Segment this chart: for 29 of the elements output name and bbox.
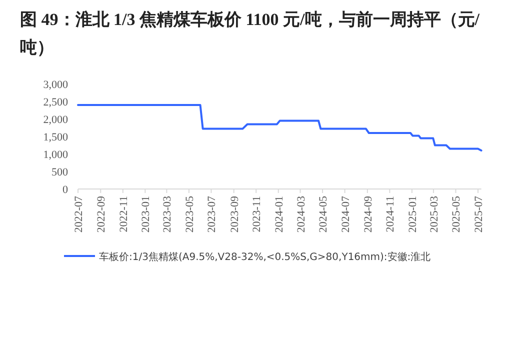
x-tick-label: 2024-05 (318, 196, 330, 233)
x-tick-label: 2025-07 (473, 196, 485, 233)
x-tick-label: 2024-11 (384, 196, 397, 232)
y-tick-label: 1,500 (43, 132, 68, 144)
x-tick-label: 2023-05 (184, 196, 196, 233)
y-tick-label: 2,000 (43, 114, 68, 126)
legend-label: 车板价:1/3焦精煤(A9.5%,V28-32%,<0.5%S,G>80,Y16mm):安徽:淮北 (99, 251, 431, 263)
x-tick-label: 2022-09 (96, 196, 108, 233)
y-tick-label: 1,000 (43, 149, 68, 161)
x-tick-label: 2022-07 (73, 196, 85, 233)
y-tick-label: 500 (52, 166, 68, 178)
x-tick-label: 2025-03 (428, 196, 440, 233)
y-tick-label: 0 (62, 184, 68, 196)
line-series (77, 104, 482, 152)
x-tick-label: 2023-11 (251, 196, 264, 232)
x-tick-label: 2025-01 (406, 196, 419, 233)
x-tick-label: 2024-07 (340, 196, 352, 233)
x-tick-label: 2023-07 (206, 196, 218, 233)
x-tick-label: 2023-09 (228, 196, 241, 233)
y-tick-label: 3,000 (43, 79, 68, 91)
x-tick-label: 2023-03 (162, 196, 174, 233)
x-tick-label: 2023-01 (140, 196, 152, 233)
x-tick-label: 2024-01 (273, 196, 286, 233)
y-tick-label: 2,500 (43, 96, 68, 108)
x-tick-label: 2024-09 (362, 196, 374, 233)
x-tick-label: 2025-05 (450, 196, 463, 233)
chart-title: 图 49：淮北 1/3 焦精煤车板价 1100 元/吨，与前一周持平（元/吨） (20, 9, 480, 59)
x-tick-label: 2024-03 (295, 196, 308, 233)
x-tick-label: 2022-11 (118, 196, 130, 232)
